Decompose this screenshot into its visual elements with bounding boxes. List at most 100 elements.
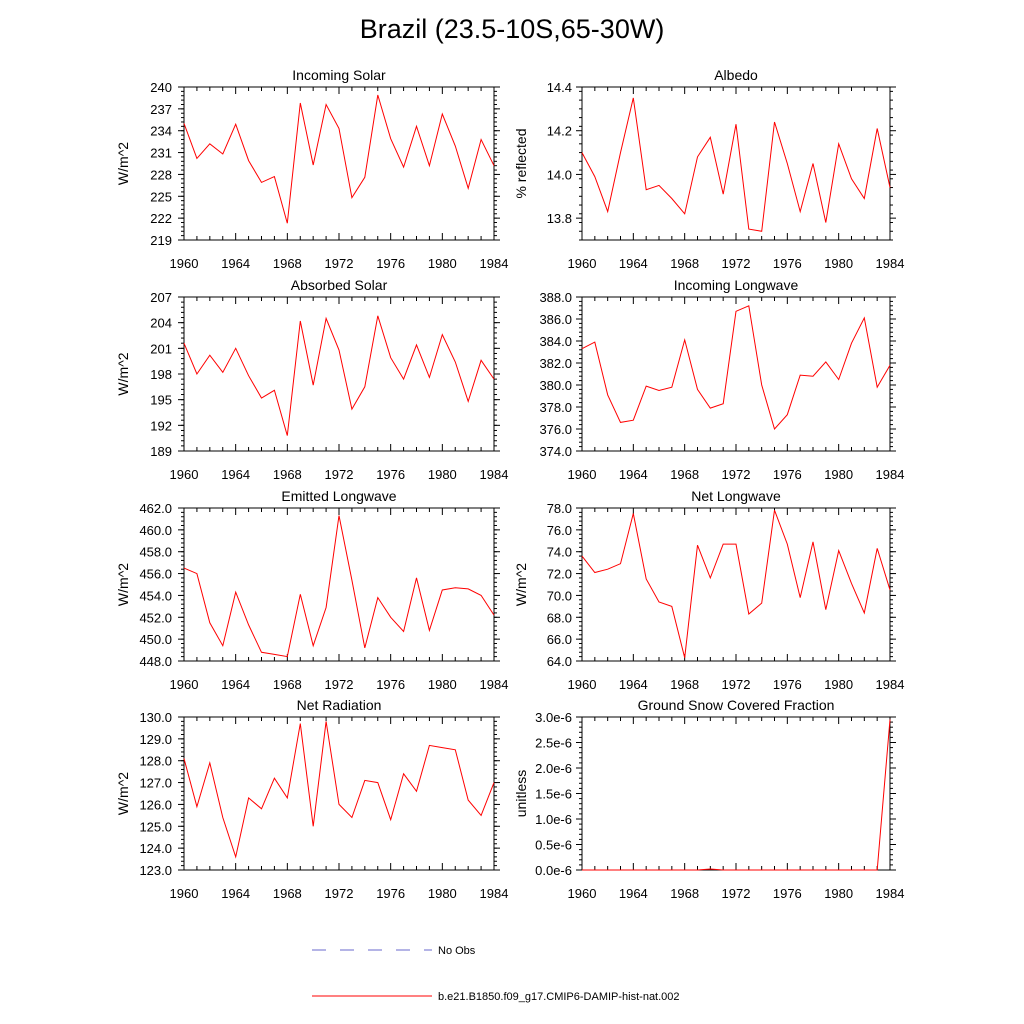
panel-title: Incoming Solar [292,67,386,83]
y-tick-label: 222 [150,211,172,226]
y-tick-label: 228 [150,167,172,182]
x-tick-label: 1976 [376,677,405,692]
x-tick-label: 1984 [876,256,905,271]
y-tick-label: 126.0 [139,797,172,812]
x-tick-label: 1960 [568,886,597,901]
y-tick-label: 64.0 [547,654,572,669]
y-axis-label: W/m^2 [115,352,131,395]
y-tick-label: 2.5e-6 [535,736,572,751]
x-tick-label: 1968 [670,467,699,482]
series-line [581,305,891,431]
x-tick-label: 1968 [670,677,699,692]
y-tick-label: 72.0 [547,567,572,582]
panel-4: Incoming Longwave 1960 1964 1968 1972 1976 198… [539,277,904,482]
x-tick-label: 1968 [670,886,699,901]
y-tick-label: 2.0e-6 [535,761,572,776]
panel-3: Absorbed Solar W/m^2 1960 1964 1968 1972 1976 1… [115,277,508,482]
panel-5: Emitted Longwave W/m^2 1960 1964 1968 1972 197… [115,488,508,692]
panel-title: Incoming Longwave [674,277,799,293]
series-line [183,515,495,658]
x-tick-label: 1960 [568,256,597,271]
panel-title: Absorbed Solar [291,277,388,293]
y-tick-label: 1.5e-6 [535,787,572,802]
x-tick-label: 1980 [428,467,457,482]
panel-title: Emitted Longwave [281,488,396,504]
y-tick-label: 130.0 [139,710,172,725]
y-axis-label: unitless [513,770,529,817]
panel-2: Albedo % reflected 1960 1964 1968 1972 1976 198… [513,67,904,271]
y-tick-label: 14.0 [547,167,572,182]
y-tick-label: 123.0 [139,863,172,878]
x-tick-label: 1976 [773,677,802,692]
y-tick-label: 127.0 [139,776,172,791]
x-tick-label: 1972 [325,886,354,901]
y-tick-label: 14.2 [547,124,572,139]
y-tick-label: 125.0 [139,819,172,834]
y-tick-label: 237 [150,102,172,117]
y-axis-label: W/m^2 [513,563,529,606]
y-axis-label: W/m^2 [115,563,131,606]
y-tick-label: 384.0 [539,334,572,349]
y-tick-label: 76.0 [547,523,572,538]
y-tick-label: 78.0 [547,501,572,516]
y-tick-label: 129.0 [139,732,172,747]
y-tick-label: 3.0e-6 [535,710,572,725]
x-tick-label: 1960 [170,256,199,271]
plot-frame [183,716,495,871]
y-tick-label: 68.0 [547,610,572,625]
x-tick-label: 1980 [428,677,457,692]
y-tick-label: 14.4 [547,80,572,95]
y-tick-label: 225 [150,189,172,204]
y-tick-label: 450.0 [139,632,172,647]
x-tick-label: 1960 [170,677,199,692]
x-tick-label: 1980 [824,677,853,692]
y-tick-label: 380.0 [539,378,572,393]
x-tick-label: 1972 [722,886,751,901]
x-tick-label: 1984 [876,677,905,692]
x-tick-label: 1976 [773,886,802,901]
x-tick-label: 1972 [325,677,354,692]
series-line [183,94,495,224]
y-tick-label: 204 [150,316,172,331]
x-tick-label: 1972 [325,256,354,271]
x-tick-label: 1968 [273,467,302,482]
panel-title: Ground Snow Covered Fraction [638,697,835,713]
y-tick-label: 240 [150,80,172,95]
y-tick-label: 201 [150,341,172,356]
y-tick-label: 0.5e-6 [535,838,572,853]
y-tick-label: 458.0 [139,545,172,560]
x-tick-label: 1968 [273,677,302,692]
y-tick-label: 207 [150,290,172,305]
x-tick-label: 1960 [170,886,199,901]
y-tick-label: 452.0 [139,610,172,625]
x-tick-label: 1972 [722,467,751,482]
y-tick-label: 234 [150,124,172,139]
plot-frame [183,296,495,452]
panels-group: Incoming Solar W/m^2 1960 1964 1968 1972 1976 1… [115,67,904,901]
x-tick-label: 1976 [773,256,802,271]
x-tick-label: 1964 [221,467,250,482]
y-tick-label: 13.8 [547,211,572,226]
x-tick-label: 1964 [619,886,648,901]
panel-6: Net Longwave W/m^2 1960 1964 1968 1972 1976 198… [513,488,904,692]
panel-7: Net Radiation W/m^2 1960 1964 1968 1972 1976 19… [115,697,508,901]
y-tick-label: 378.0 [539,400,572,415]
x-tick-label: 1984 [480,467,509,482]
x-tick-label: 1980 [428,886,457,901]
y-tick-label: 460.0 [139,523,172,538]
series-line [582,719,891,871]
series-line [581,510,891,658]
figure-title: Brazil (23.5-10S,65-30W) [359,14,665,44]
y-tick-label: 74.0 [547,545,572,560]
panel-title: Net Longwave [691,488,781,504]
x-tick-label: 1960 [568,467,597,482]
x-tick-label: 1972 [722,677,751,692]
plot-frame [581,86,891,241]
legend-obs-label: No Obs [438,945,476,957]
y-tick-label: 124.0 [139,841,172,856]
x-tick-label: 1960 [568,677,597,692]
x-tick-label: 1980 [824,256,853,271]
panel-8: Ground Snow Covered Fraction unitless 1960… [513,697,904,901]
x-tick-label: 1964 [221,677,250,692]
